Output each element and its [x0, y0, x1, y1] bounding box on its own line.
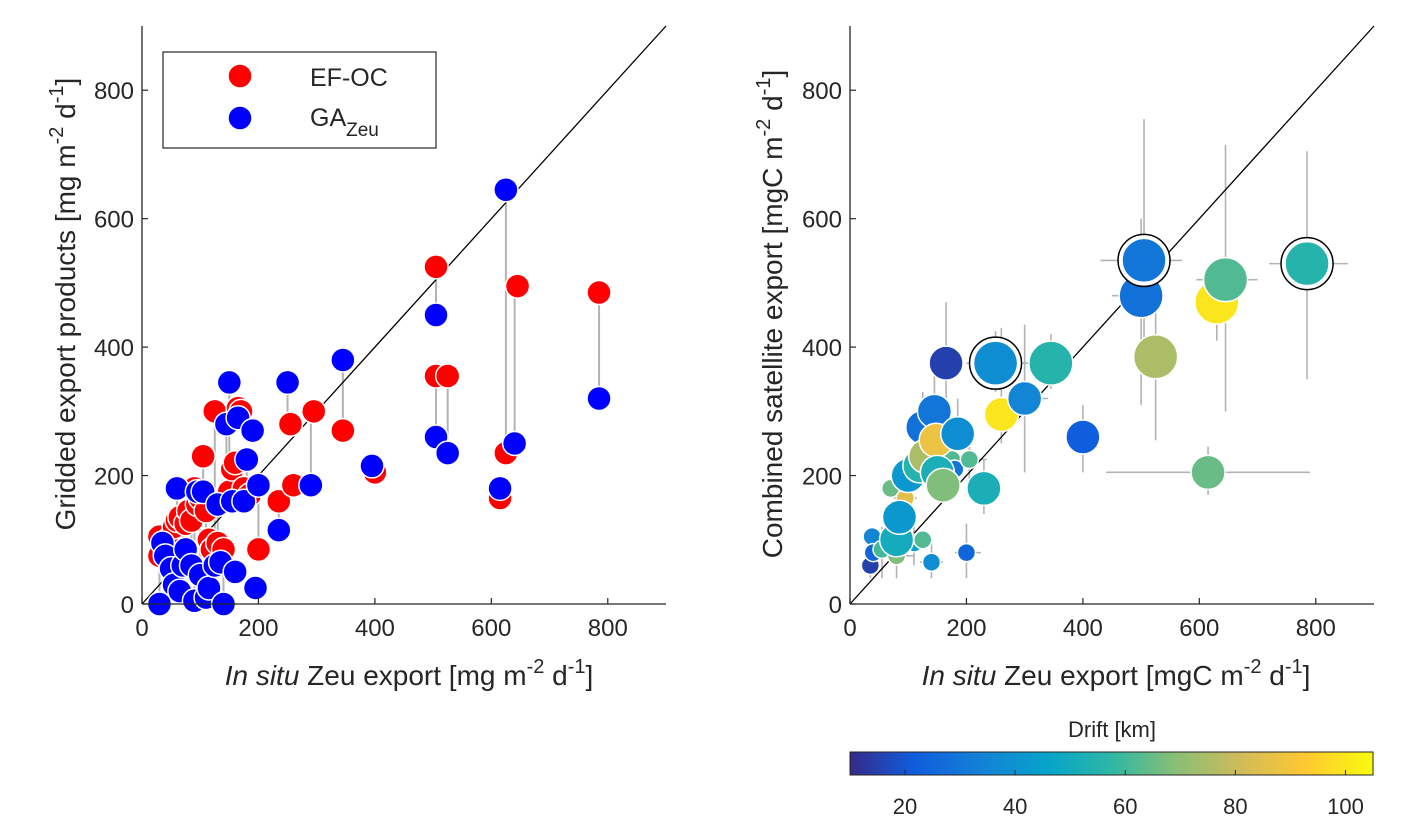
left-point-ga	[239, 417, 266, 444]
legend-box	[162, 51, 437, 149]
right-x-tick-label: 0	[843, 615, 856, 642]
right-point	[939, 416, 976, 452]
right-y-tick-label: 800	[802, 78, 842, 105]
right-y-tick-label: 0	[829, 592, 842, 619]
left-y-tick-label: 0	[121, 592, 134, 619]
left-point-ga	[586, 385, 612, 412]
left-point-ef-oc	[423, 254, 449, 280]
left-point-ga	[501, 430, 528, 457]
right-y-tick-label: 600	[802, 207, 842, 234]
left-y-tick-label: 600	[94, 207, 134, 234]
left-point-ga	[242, 575, 269, 601]
left-axes: 0 200 400 600 800 0 200 400 600 800	[94, 26, 666, 642]
right-one-to-one-line	[849, 25, 1375, 605]
left-point-ef-oc	[266, 488, 292, 514]
right-point	[959, 449, 980, 470]
left-point-ef-oc	[277, 411, 304, 437]
left-x-tick-label: 600	[471, 615, 511, 642]
left-y-tick-label: 200	[94, 464, 134, 491]
left-point-ga	[487, 475, 513, 502]
colorbar-tick-label: 80	[1223, 794, 1247, 819]
colorbar: Drift [km] 20 40 60 80 100	[849, 717, 1374, 819]
right-point	[1028, 340, 1074, 386]
legend-label-ga-subscript: Zeu	[346, 120, 379, 141]
right-point	[1121, 237, 1167, 284]
left-y-tick-label: 800	[94, 78, 134, 105]
right-y-axis-label: Combined satellite export [mgC m-2 d-1]	[753, 70, 788, 558]
right-x-tick-label: 200	[946, 615, 986, 642]
colorbar-tick-label: 60	[1113, 794, 1137, 819]
right-point	[913, 530, 933, 550]
left-point-ef-oc	[330, 417, 356, 444]
right-x-tick-label: 400	[1063, 615, 1103, 642]
colorbar-ticks: 20 40 60 80 100	[893, 770, 1364, 819]
right-point	[956, 542, 977, 563]
left-x-axis-label: In situ Zeu export [mg m-2 d-1]	[225, 656, 594, 691]
right-point	[1006, 380, 1043, 417]
left-point-ga	[231, 488, 257, 514]
right-point	[966, 470, 1002, 507]
left-point-ef-oc	[504, 273, 531, 299]
left-point-ef-oc	[586, 279, 612, 306]
left-x-tick-label: 800	[588, 615, 628, 642]
left-point-ga	[330, 347, 356, 373]
right-point	[925, 467, 961, 503]
legend-marker-ef-oc	[227, 63, 253, 89]
colorbar-tick-label: 40	[1003, 794, 1027, 819]
left-point-ga	[493, 177, 519, 203]
left-point-ga	[423, 302, 449, 328]
right-point	[1202, 256, 1249, 303]
left-point-ef-oc	[190, 443, 216, 470]
right-point	[928, 345, 964, 381]
left-point-ef-oc	[245, 536, 272, 563]
right-x-tick-label: 600	[1179, 615, 1219, 642]
left-point-ga	[216, 369, 243, 396]
legend-label-ga-main: GA	[310, 104, 346, 132]
right-x-axis-label: In situ Zeu export [mgC m-2 d-1]	[922, 656, 1311, 691]
right-x-tick-label: 800	[1296, 615, 1336, 642]
left-x-tick-label: 200	[238, 615, 278, 642]
left-point-ga	[266, 517, 292, 543]
right-point	[1284, 240, 1330, 287]
colorbar-tick-label: 100	[1327, 794, 1364, 819]
right-point	[972, 340, 1019, 386]
left-point-ga	[274, 369, 301, 396]
left-point-ga	[245, 472, 272, 498]
right-y-tick-label: 200	[802, 464, 842, 491]
left-point-ga	[298, 472, 324, 498]
right-series-points	[860, 233, 1334, 576]
left-point-ga	[222, 559, 248, 585]
legend-label-ef-oc: EF-OC	[310, 64, 388, 92]
right-one-to-one	[849, 25, 1375, 605]
right-y-tick-label: 400	[802, 335, 842, 362]
left-x-tick-label: 400	[355, 615, 395, 642]
right-panel: 0 200 400 600 800 0 200 400 600 800 In situ Zeu e…	[753, 25, 1375, 819]
colorbar-label: Drift [km]	[1068, 717, 1156, 742]
left-point-ga	[234, 446, 260, 473]
left-legend: EF-OC GAZeu	[162, 51, 437, 149]
left-point-ga	[434, 440, 461, 466]
right-point	[881, 499, 918, 536]
legend-marker-ga	[227, 105, 253, 131]
left-y-tick-label: 400	[94, 335, 134, 362]
right-point	[1132, 333, 1179, 380]
left-series-ga	[146, 177, 612, 617]
left-panel: 0 200 400 600 800 0 200 400 600 800 EF-OC GAZeu I…	[46, 25, 667, 691]
left-point-ef-oc	[434, 363, 461, 389]
left-x-tick-label: 0	[135, 615, 148, 642]
right-point	[921, 552, 942, 573]
left-y-axis-label: Gridded export products [mg m-2 d-1]	[46, 78, 81, 531]
legend-label-ga: GAZeu	[310, 104, 379, 141]
left-point-ef-oc	[301, 398, 327, 425]
right-axes: 0 200 400 600 800 0 200 400 600 800	[802, 26, 1374, 642]
right-point	[1190, 454, 1226, 491]
colorbar-gradient	[849, 751, 1374, 776]
colorbar-tick-label: 20	[893, 794, 917, 819]
right-point	[1065, 419, 1101, 455]
left-point-ga	[359, 453, 385, 479]
